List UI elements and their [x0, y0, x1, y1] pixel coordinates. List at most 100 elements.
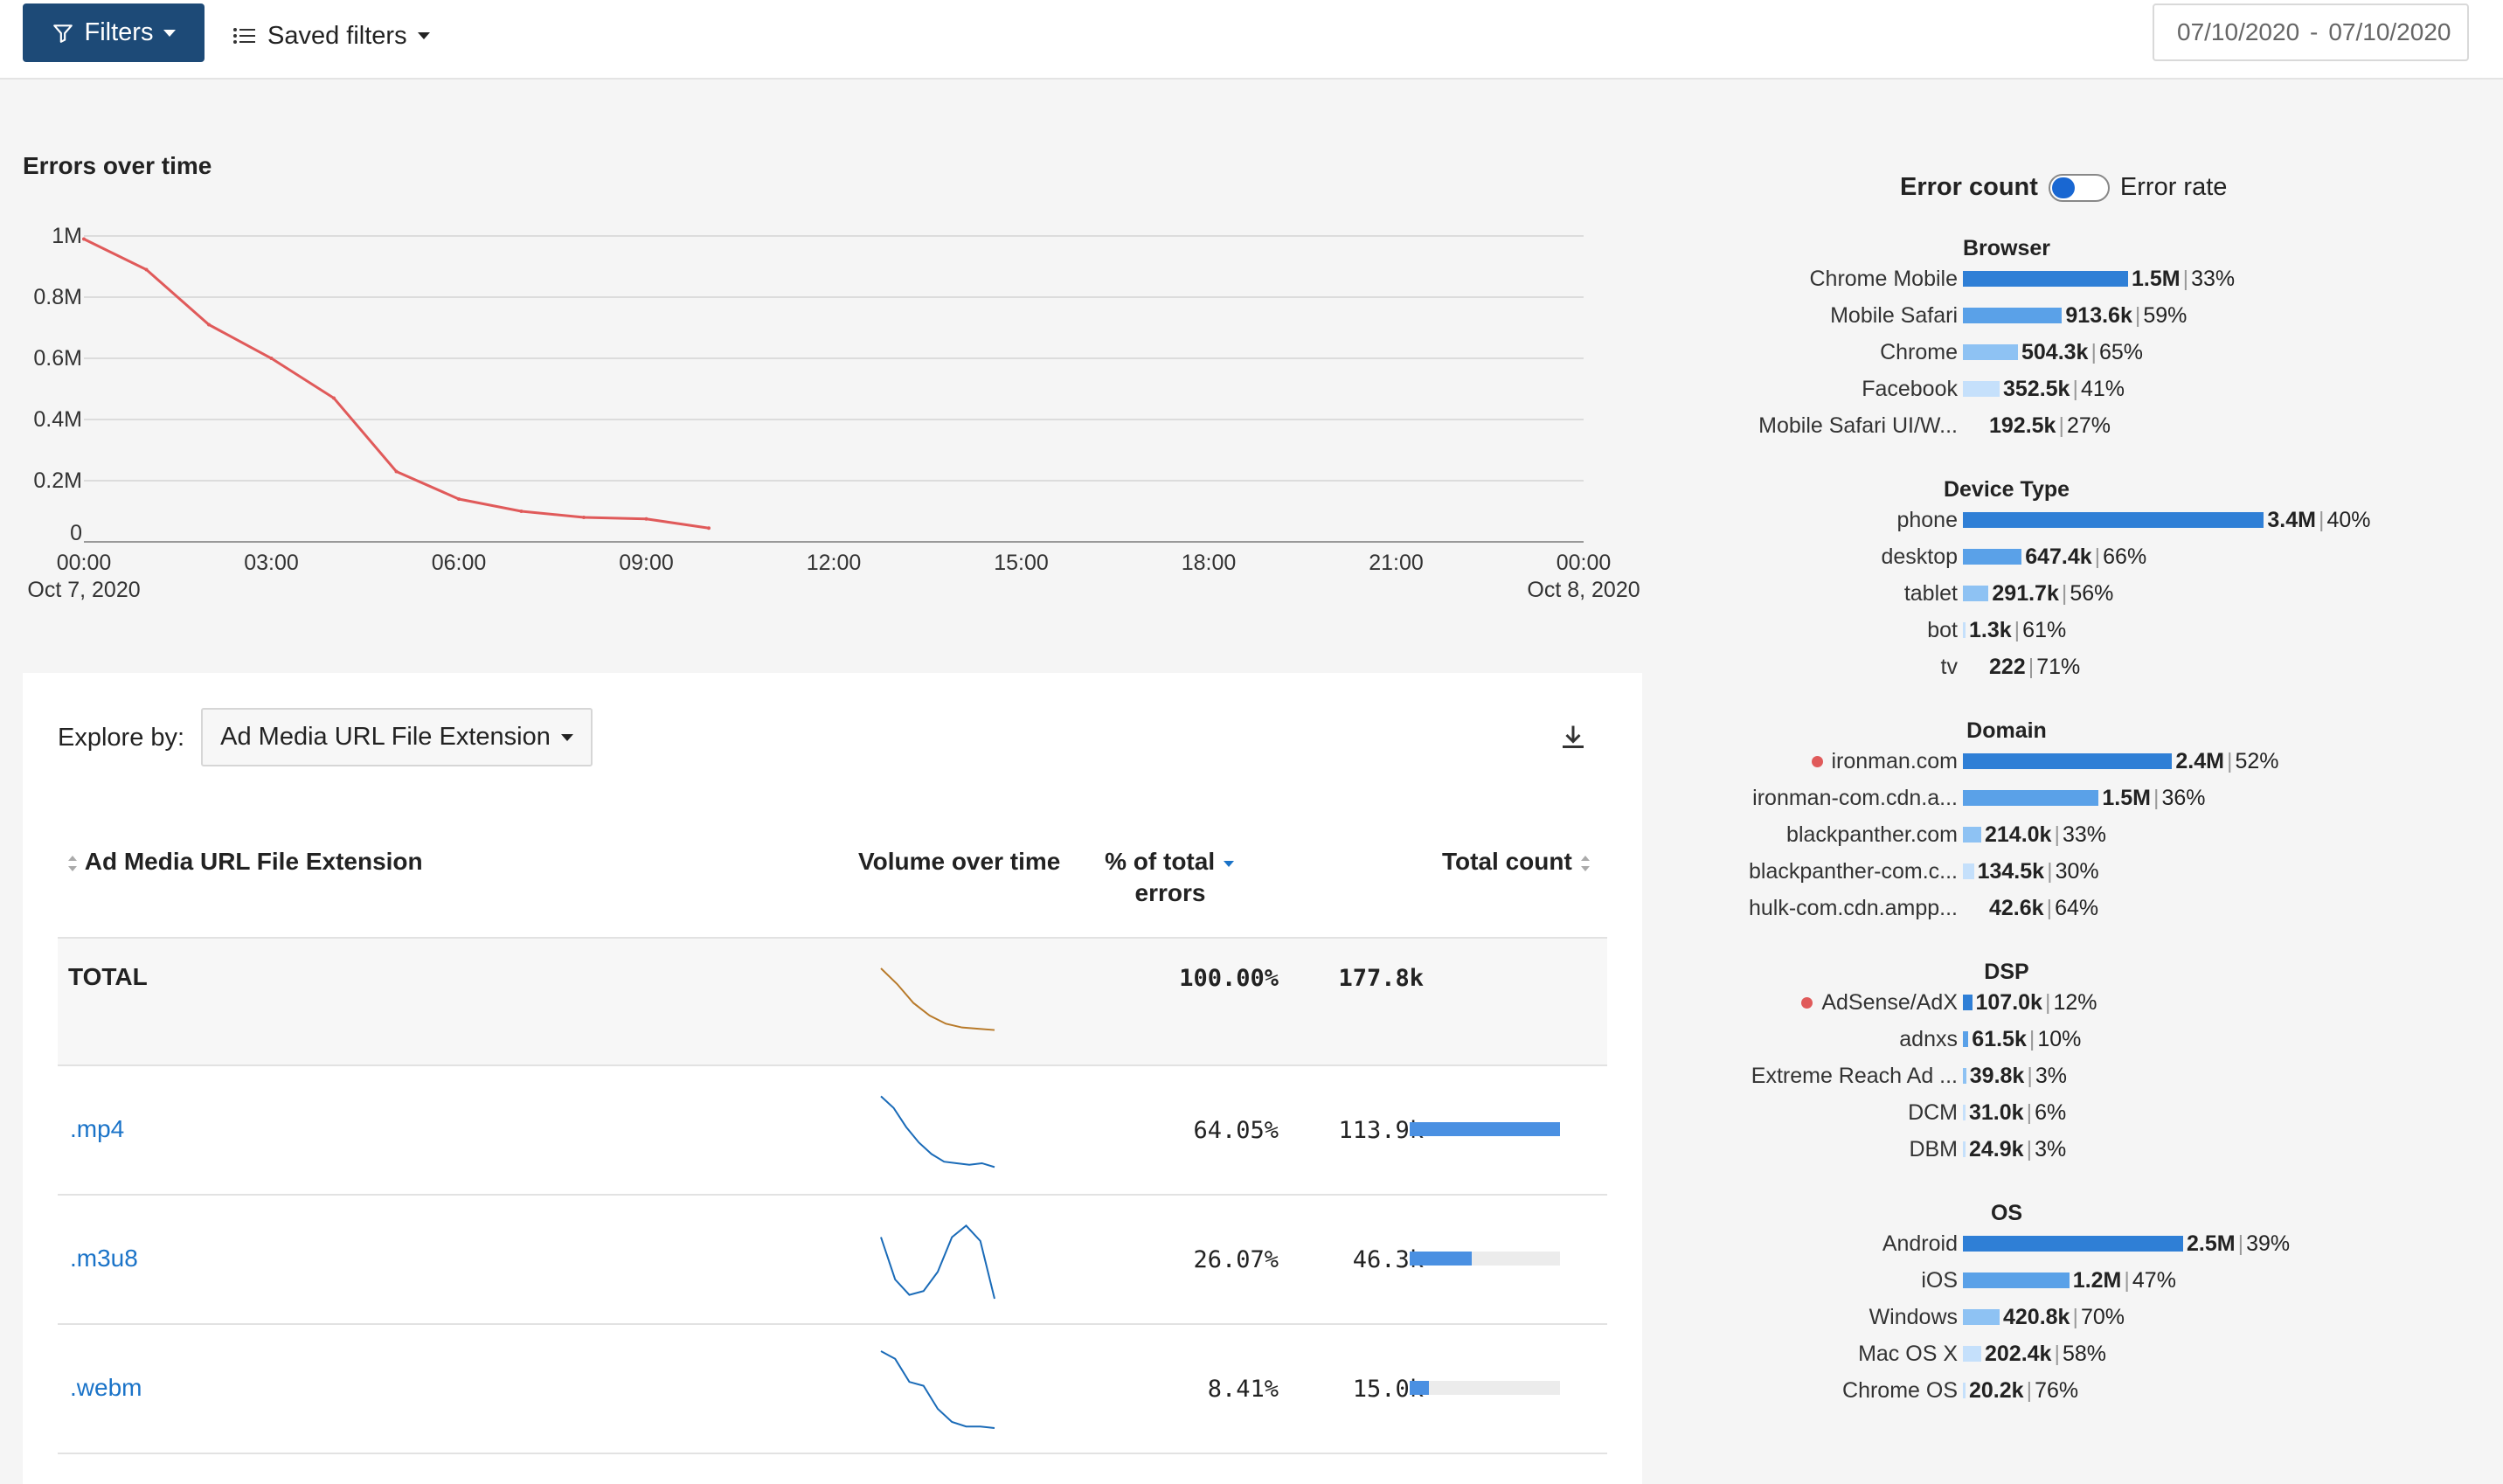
breakdown-item[interactable]: hulk-com.cdn.ampp... [1739, 895, 1958, 921]
breakdown-rate: 10% [2037, 1027, 2082, 1051]
explore-panel: Explore by: Ad Media URL File Extension … [23, 673, 1642, 1484]
breakdown-count: 2.5M [2187, 1231, 2236, 1256]
explore-dimension-select[interactable]: Ad Media URL File Extension [201, 708, 593, 766]
breakdown-value: 2.4M | 52% [2175, 749, 2279, 773]
table-row[interactable]: .mp4 64.05% 113.9k [58, 1064, 1607, 1194]
table-row[interactable]: .webm 8.41% 15.0k [58, 1323, 1607, 1453]
breakdown-item[interactable]: phone [1739, 507, 1958, 533]
row-count: 177.8k [1338, 965, 1424, 992]
breakdown-item[interactable]: AdSense/AdX [1739, 989, 1958, 1016]
download-icon[interactable] [1557, 722, 1589, 753]
breakdown-item[interactable]: desktop [1739, 544, 1958, 570]
sort-desc-icon [1223, 860, 1234, 867]
breakdown-bar [1963, 1236, 2183, 1252]
data-point[interactable] [519, 510, 523, 513]
row-pct: 8.41% [1207, 1376, 1279, 1403]
breakdown-item[interactable]: blackpanther-com.c... [1739, 858, 1958, 884]
table-row-total[interactable]: TOTAL 100.00% 177.8k [58, 937, 1607, 1064]
breakdown-item[interactable]: tv [1739, 654, 1958, 680]
breakdown-item[interactable]: bot [1739, 617, 1958, 643]
breakdown-bar [1963, 622, 1966, 638]
col-header-count[interactable]: Total count [1442, 846, 1591, 877]
metric-switch[interactable] [2048, 173, 2110, 202]
breakdown-item[interactable]: iOS [1739, 1267, 1958, 1293]
col-header-count-label: Total count [1442, 848, 1572, 875]
saved-filters-label: Saved filters [267, 21, 407, 50]
toggle-right-label: Error rate [2119, 173, 2228, 201]
breakdown-value: 647.4k | 66% [2025, 544, 2147, 569]
row-name-link[interactable]: .mp4 [70, 1115, 125, 1142]
col-header-name[interactable]: Ad Media URL File Extension [66, 846, 423, 877]
breakdown-item-text: tablet [1903, 580, 1958, 606]
breakdown-item[interactable]: Chrome Mobile [1739, 266, 1958, 292]
x-tick-label: 18:00 [1182, 551, 1237, 575]
data-point[interactable] [707, 526, 711, 530]
breakdown-item-text: Mobile Safari UI/W... [1758, 413, 1958, 438]
breakdown-count: 192.5k [1989, 413, 2056, 438]
breakdown-rate: 76% [2035, 1378, 2079, 1403]
breakdown-item-label: Chrome [1880, 340, 1958, 365]
breakdown-count: 42.6k [1989, 896, 2044, 920]
y-tick-label: 0 [70, 521, 82, 545]
breakdown-item[interactable]: Mobile Safari UI/W... [1739, 413, 1958, 439]
saved-filters-button[interactable]: Saved filters [232, 17, 430, 54]
x-tick-label: 00:00 [1557, 551, 1612, 575]
breakdown-count: 420.8k [2003, 1305, 2070, 1329]
breakdown-bar [1963, 586, 1989, 601]
breakdown-value: 291.7k | 56% [1992, 581, 2114, 606]
data-point[interactable] [269, 357, 274, 360]
breakdown-item-text: AdSense/AdX [1821, 989, 1958, 1015]
breakdown-item[interactable]: Facebook [1739, 376, 1958, 402]
breakdown-rate: 3% [2035, 1137, 2067, 1162]
breakdown-item[interactable]: DCM [1739, 1099, 1958, 1126]
breakdown-item[interactable]: ironman-com.cdn.a... [1739, 785, 1958, 811]
data-point[interactable] [644, 517, 648, 521]
filters-button[interactable]: Filters [23, 3, 205, 62]
breakdown-item[interactable]: Chrome OS [1739, 1377, 1958, 1404]
data-point[interactable] [207, 322, 211, 327]
data-point[interactable] [582, 516, 586, 519]
breakdown-rate: 58% [2062, 1342, 2107, 1366]
data-point[interactable] [332, 396, 336, 400]
data-point[interactable] [144, 267, 149, 272]
data-point[interactable] [457, 497, 461, 501]
breakdown-bar [1963, 1309, 2000, 1325]
breakdown-item[interactable]: Chrome [1739, 339, 1958, 365]
breakdown-item[interactable]: DBM [1739, 1136, 1958, 1162]
breakdown-item[interactable]: tablet [1739, 580, 1958, 607]
breakdown-rate: 27% [2066, 413, 2111, 438]
breakdown-count: 31.0k [1969, 1100, 2024, 1125]
col-header-pct-line1: % of total [1105, 848, 1216, 875]
breakdown-item-text: tv [1940, 654, 1958, 679]
share-bar-track [1410, 1252, 1560, 1266]
date-from-input[interactable] [2177, 18, 2313, 46]
breakdown-item[interactable]: Mobile Safari [1739, 302, 1958, 329]
date-to-input[interactable] [2328, 18, 2465, 46]
breakdown-item[interactable]: ironman.com [1739, 748, 1958, 774]
table-row[interactable]: .m3u8 26.07% 46.3k [58, 1194, 1607, 1323]
breakdown-value: 1.5M | 36% [2102, 786, 2206, 810]
data-point[interactable] [394, 469, 399, 474]
breakdown-item[interactable]: adnxs [1739, 1026, 1958, 1052]
breakdown-rate: 41% [2080, 377, 2125, 401]
breakdown-item[interactable]: blackpanther.com [1739, 822, 1958, 848]
breakdown-item[interactable]: Android [1739, 1231, 1958, 1257]
row-name-link[interactable]: .m3u8 [70, 1245, 138, 1272]
breakdown-item[interactable]: Extreme Reach Ad ... [1739, 1063, 1958, 1089]
breakdown-item[interactable]: Mac OS X [1739, 1341, 1958, 1367]
x-date-label: Oct 8, 2020 [1527, 578, 1640, 602]
breakdown-item-label: Chrome Mobile [1809, 267, 1958, 292]
breakdown-value: 24.9k | 3% [1969, 1137, 2067, 1162]
breakdown-item-text: iOS [1921, 1267, 1958, 1293]
share-bar-fill [1410, 1122, 1560, 1136]
col-header-pct[interactable]: % of total errors [1052, 846, 1288, 909]
breakdown-item-label: hulk-com.cdn.ampp... [1749, 896, 1958, 921]
x-tick-label: 12:00 [807, 551, 862, 575]
breakdown-item[interactable]: Windows [1739, 1304, 1958, 1330]
breakdown-bar [1963, 753, 2173, 769]
breakdown-bar [1963, 790, 2099, 806]
data-point[interactable] [82, 237, 86, 241]
breakdown-bar [1963, 381, 2000, 397]
breakdown-item-text: Chrome OS [1842, 1377, 1958, 1403]
row-name-link[interactable]: .webm [70, 1374, 142, 1401]
